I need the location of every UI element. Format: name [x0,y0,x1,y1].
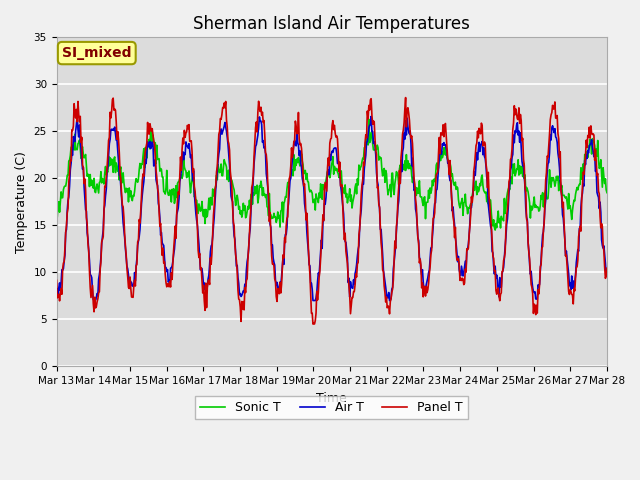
Panel T [603,265,611,271]
Line: Sonic T: Sonic T [56,120,607,230]
Legend: Sonic T, Air T, Panel T: Sonic T, Air T, Panel T [195,396,468,420]
Y-axis label: Temperature (C): Temperature (C) [15,151,28,253]
Air T [120,227,128,233]
Panel T [399,127,407,133]
Panel T [309,321,317,327]
Panel T [63,223,70,228]
Air T [367,114,375,120]
Sonic T [492,227,499,233]
Air T [52,289,60,295]
Air T [63,227,70,232]
Panel T [204,278,212,284]
Line: Panel T: Panel T [56,97,607,324]
Line: Air T: Air T [56,117,607,300]
Sonic T [175,179,183,184]
Sonic T [399,163,407,168]
Sonic T [52,220,60,226]
Text: SI_mixed: SI_mixed [62,46,132,60]
Sonic T [119,170,127,176]
Air T [176,179,184,185]
Panel T [175,192,183,197]
Air T [90,298,98,303]
Title: Sherman Island Air Temperatures: Sherman Island Air Temperatures [193,15,470,33]
Panel T [119,204,127,210]
Sonic T [365,117,372,122]
Air T [205,272,212,278]
Sonic T [63,179,70,185]
Sonic T [415,178,423,184]
Sonic T [204,206,212,212]
Panel T [416,256,424,262]
Air T [416,257,424,263]
Air T [400,130,408,136]
Sonic T [603,190,611,195]
Panel T [52,277,60,283]
X-axis label: Time: Time [316,392,347,405]
Air T [603,273,611,279]
Panel T [402,95,410,100]
